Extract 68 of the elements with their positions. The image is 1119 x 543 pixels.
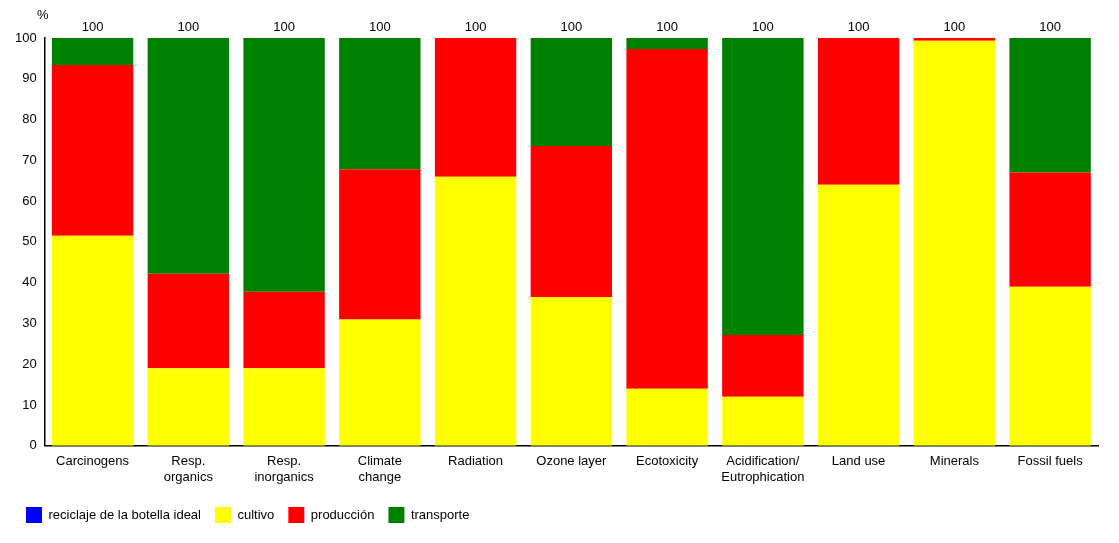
bar bbox=[243, 38, 325, 292]
bar bbox=[51, 64, 134, 236]
total-label: 100 bbox=[273, 19, 295, 35]
bar bbox=[147, 38, 230, 274]
bar bbox=[913, 38, 996, 41]
x-tick-label: Resp. organics bbox=[163, 453, 214, 484]
bar bbox=[530, 146, 613, 297]
bar bbox=[722, 396, 804, 446]
total-label: 100 bbox=[177, 19, 200, 35]
y-tick-label: 70 bbox=[22, 151, 37, 167]
y-axis-title: % bbox=[36, 7, 49, 23]
total-label: 100 bbox=[656, 19, 678, 35]
total-label: 100 bbox=[1039, 19, 1061, 35]
x-tick-label: Climate change bbox=[357, 453, 402, 484]
bar bbox=[339, 319, 421, 446]
total-label: 100 bbox=[81, 19, 104, 35]
x-tick-label: Fossil fuels bbox=[1017, 453, 1084, 469]
x-tick-label: Radiation bbox=[448, 453, 504, 469]
bar bbox=[339, 38, 421, 170]
x-tick-label: Carcinogens bbox=[56, 453, 130, 469]
y-tick-label: 50 bbox=[22, 233, 37, 249]
y-tick-label: 0 bbox=[29, 437, 37, 453]
bar bbox=[817, 184, 900, 446]
x-tick-label: Resp. inorganics bbox=[254, 453, 315, 484]
total-label: 100 bbox=[368, 19, 391, 35]
total-label: 100 bbox=[464, 19, 487, 35]
bar bbox=[1009, 172, 1091, 287]
bar bbox=[626, 38, 708, 50]
y-tick-label: 30 bbox=[22, 315, 37, 331]
y-tick-label: 90 bbox=[22, 70, 37, 86]
legend-label: cultivo bbox=[237, 506, 275, 522]
bar bbox=[530, 38, 613, 147]
bar bbox=[626, 388, 708, 446]
bar bbox=[722, 38, 804, 335]
bar bbox=[626, 49, 708, 389]
x-tick-label: Land use bbox=[831, 453, 886, 469]
bar bbox=[530, 296, 613, 446]
y-tick-label: 10 bbox=[22, 396, 37, 412]
total-label: 100 bbox=[752, 19, 774, 35]
total-label: 100 bbox=[847, 19, 870, 35]
x-tick-label: Acidification/ Eutrophication bbox=[721, 453, 805, 484]
bar bbox=[243, 291, 325, 369]
y-tick-label: 100 bbox=[14, 29, 37, 45]
bar bbox=[51, 235, 134, 446]
legend-label: transporte bbox=[410, 506, 470, 522]
x-tick-label: Ozone layer bbox=[536, 453, 608, 469]
bar bbox=[243, 368, 325, 446]
bar bbox=[147, 273, 230, 369]
y-tick-label: 80 bbox=[22, 111, 37, 127]
bar bbox=[913, 40, 996, 446]
bar bbox=[1009, 286, 1091, 446]
bar bbox=[339, 169, 421, 320]
legend-label: reciclaje de la botella ideal bbox=[48, 506, 202, 522]
bar bbox=[1009, 38, 1091, 173]
x-tick-label: Minerals bbox=[929, 453, 980, 469]
total-label: 100 bbox=[560, 19, 583, 35]
y-tick-label: 20 bbox=[22, 355, 37, 371]
y-tick-label: 40 bbox=[22, 274, 37, 290]
bar bbox=[147, 368, 230, 446]
legend-label: producción bbox=[310, 506, 375, 522]
total-label: 100 bbox=[943, 19, 966, 35]
y-tick-label: 60 bbox=[22, 192, 37, 208]
x-tick-label: Ecotoxicity bbox=[636, 453, 699, 469]
bar bbox=[434, 38, 517, 177]
bar bbox=[722, 334, 804, 397]
bar bbox=[817, 38, 900, 185]
bar bbox=[51, 38, 134, 65]
bar bbox=[434, 176, 517, 446]
